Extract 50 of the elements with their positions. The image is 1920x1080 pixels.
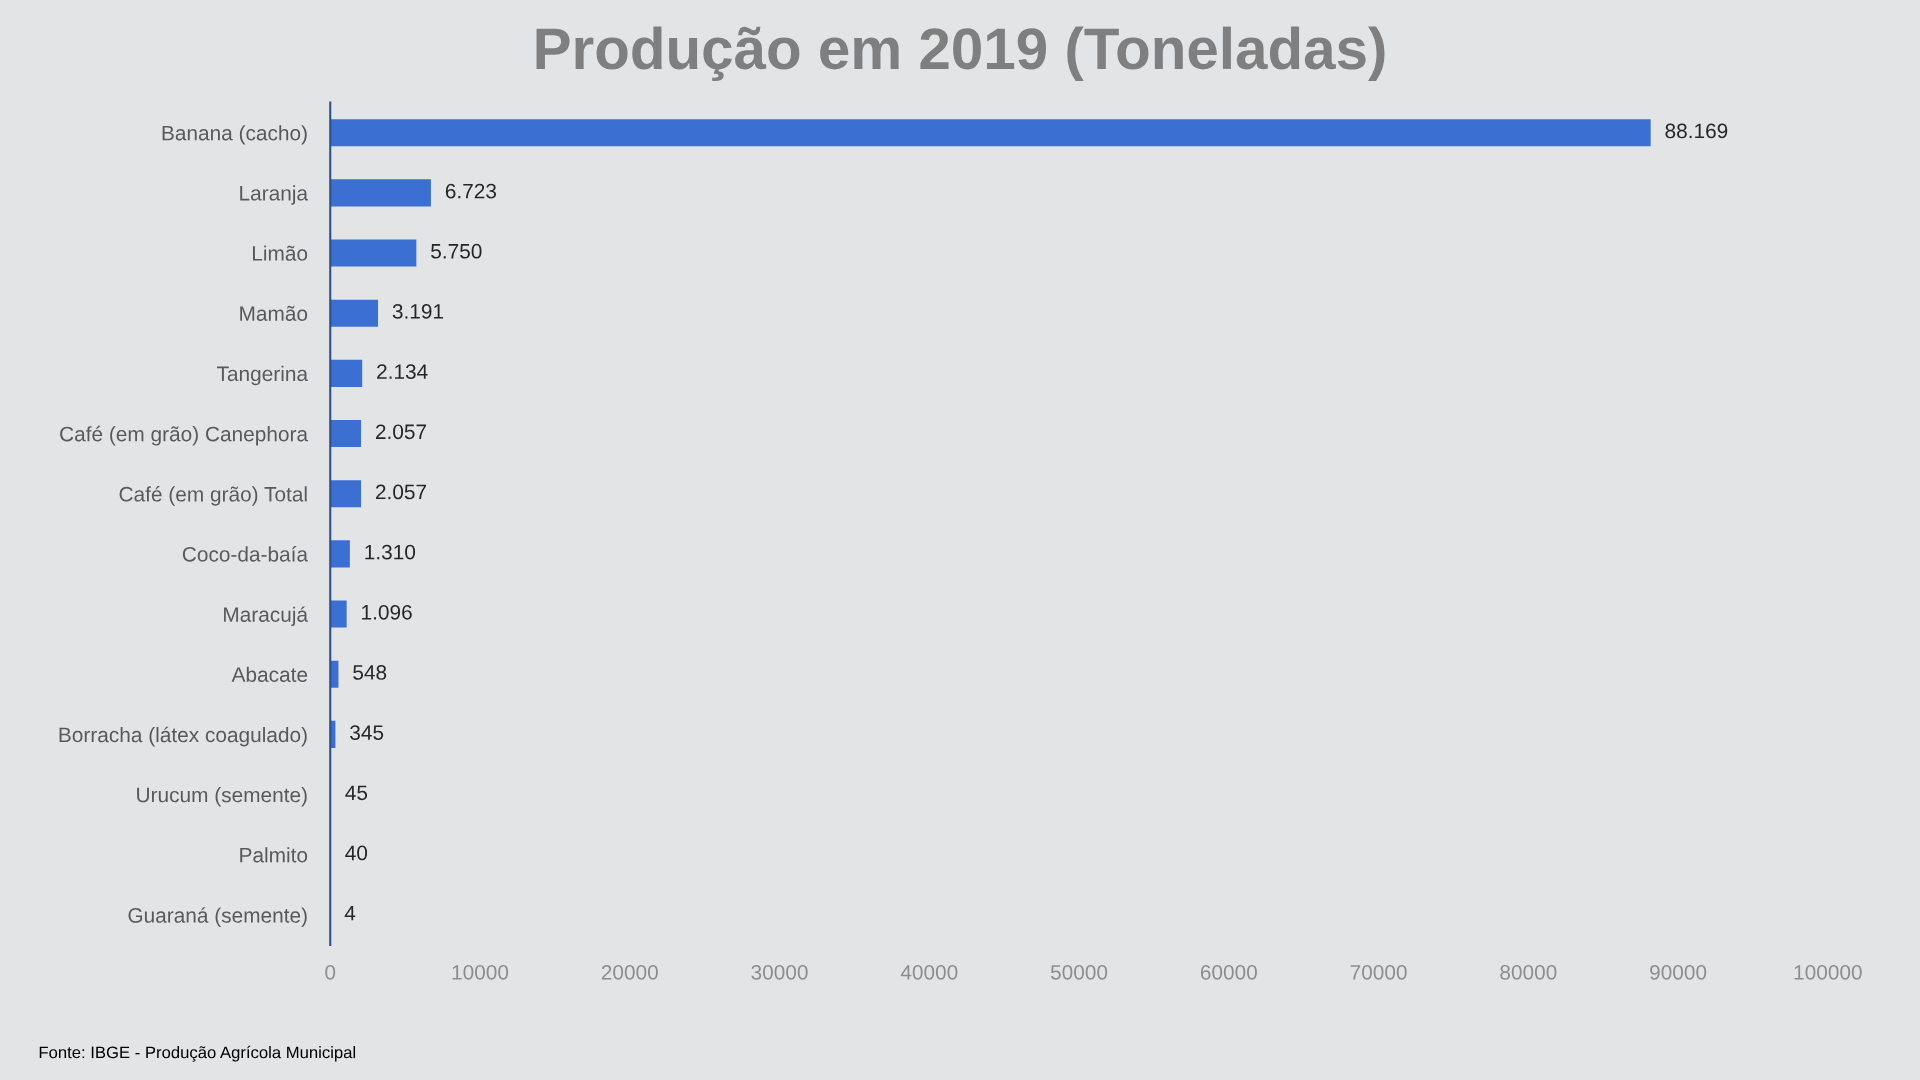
data-label: 5.750 xyxy=(431,243,482,259)
bar xyxy=(330,540,350,568)
x-tick-label: 80000 xyxy=(1500,964,1557,980)
data-label: 4 xyxy=(344,905,356,921)
x-tick-label: 20000 xyxy=(601,964,658,980)
y-tick-label: Tangerina xyxy=(217,365,309,386)
y-tick-label: Café (em grão) Total xyxy=(119,486,307,506)
y-tick-label: Maracujá xyxy=(224,606,309,627)
y-tick-label: Urucum (semente) xyxy=(137,787,307,807)
y-tick-label: Coco-da-baía xyxy=(182,546,309,562)
bar xyxy=(330,239,417,267)
data-label: 548 xyxy=(353,665,387,680)
data-label: 40 xyxy=(345,845,368,861)
x-tick-label: 90000 xyxy=(1650,964,1707,980)
x-tick-label: 50000 xyxy=(1050,964,1108,980)
chart-title: Produção em 2019 (Toneladas) xyxy=(536,26,1385,81)
bar xyxy=(330,179,431,207)
y-tick-label: Palmito xyxy=(240,847,308,863)
data-label: 6.723 xyxy=(445,183,497,199)
y-tick-label: Limão xyxy=(252,245,308,261)
data-label: 45 xyxy=(345,785,368,801)
bar xyxy=(330,299,379,327)
bar xyxy=(330,420,362,448)
y-tick-label: Mamão xyxy=(240,305,308,321)
data-label: 1.096 xyxy=(362,604,412,620)
source-note: Fonte: IBGE - Produção Agrícola Municipal xyxy=(39,1045,356,1062)
data-label: 2.134 xyxy=(377,364,428,379)
data-label: 1.310 xyxy=(365,544,416,560)
y-tick-label: Laranja xyxy=(240,185,309,205)
bar xyxy=(330,119,1651,147)
x-tick-label: 0 xyxy=(325,964,336,980)
x-tick-label: 10000 xyxy=(452,964,509,980)
data-label: 2.057 xyxy=(375,484,427,500)
x-tick-label: 30000 xyxy=(751,964,808,980)
bar xyxy=(330,600,347,628)
y-tick-label: Abacate xyxy=(231,666,308,682)
y-tick-label: Café (em grão) Canephora xyxy=(60,425,309,446)
bar xyxy=(330,480,362,508)
data-label: 2.057 xyxy=(375,424,427,440)
bar xyxy=(330,359,363,387)
data-label: 3.191 xyxy=(392,304,444,319)
x-tick-label: 60000 xyxy=(1200,964,1257,980)
x-tick-label: 40000 xyxy=(900,964,958,980)
data-label: 345 xyxy=(350,725,384,740)
data-label: 88.169 xyxy=(1665,123,1728,139)
x-tick-label: 100000 xyxy=(1794,964,1862,980)
y-tick-label: Banana (cacho) xyxy=(162,125,307,145)
x-tick-label: 70000 xyxy=(1350,964,1407,980)
y-tick-label: Guaraná (semente) xyxy=(128,907,307,927)
y-tick-label: Borracha (látex coagulado) xyxy=(59,726,307,747)
